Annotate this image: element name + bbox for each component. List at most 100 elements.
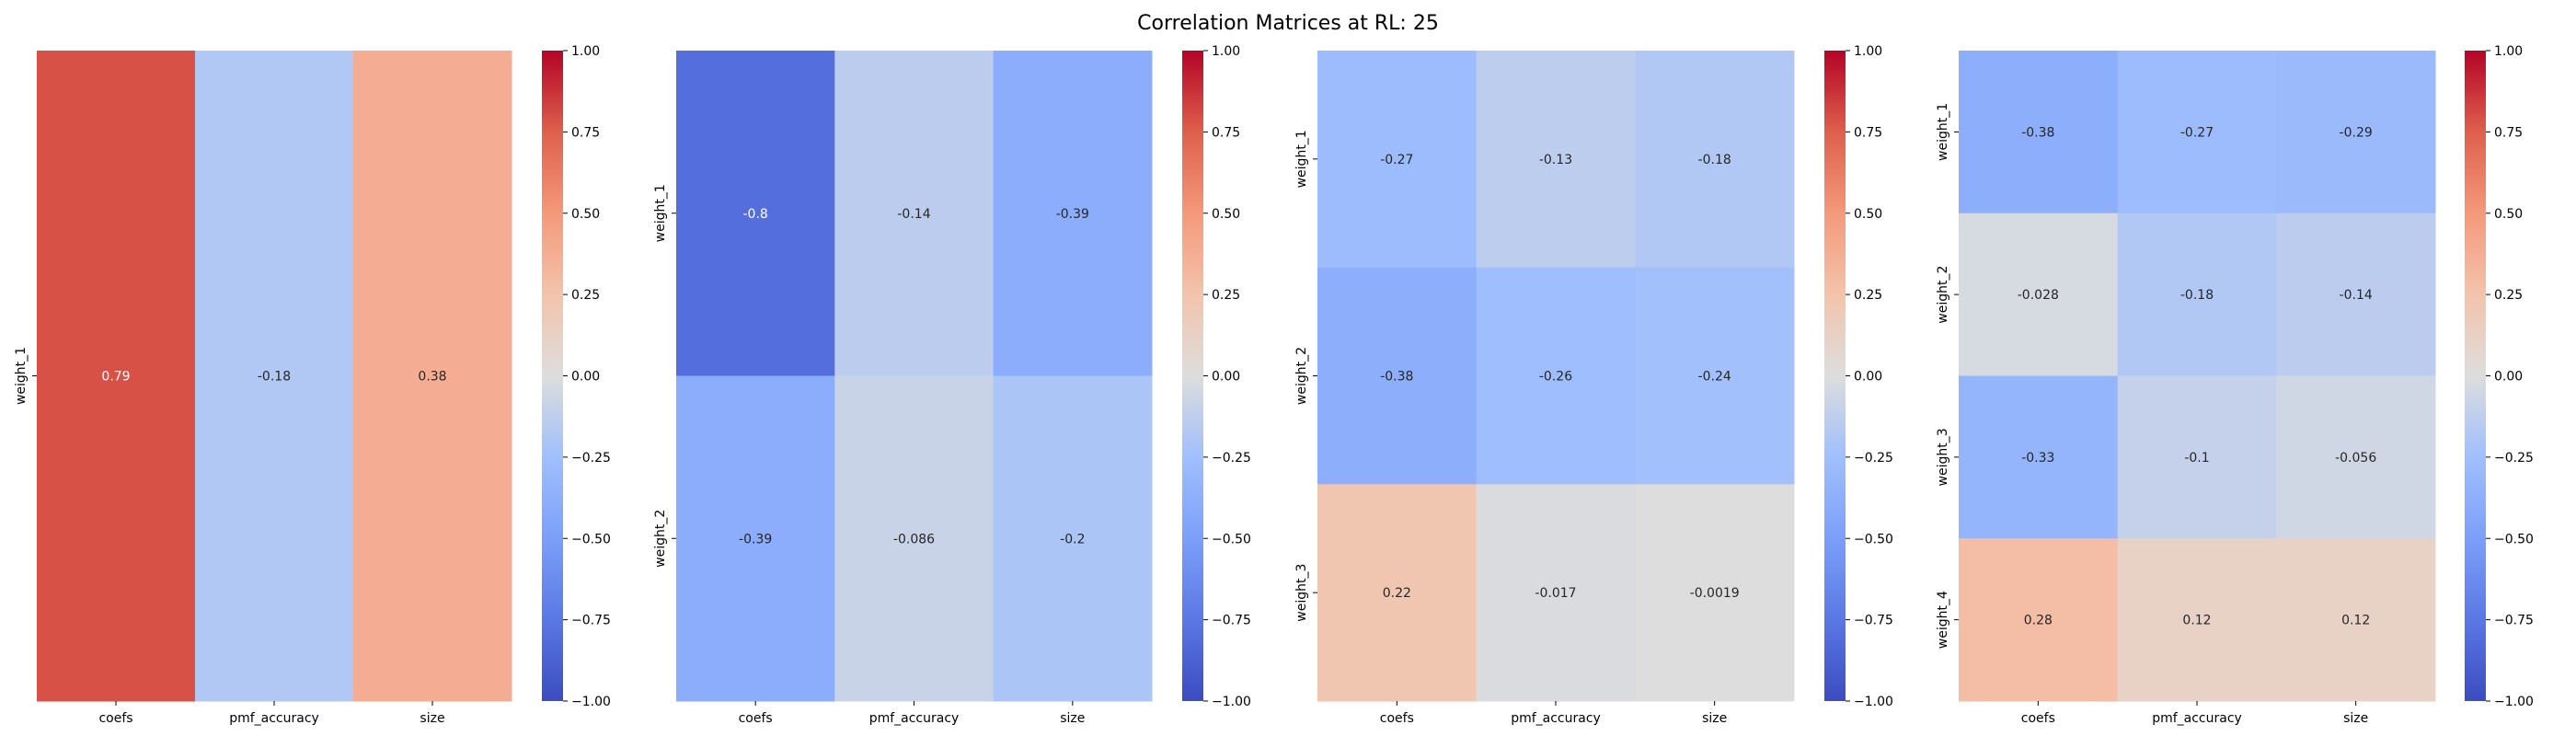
colorbar-tick-label: 0.75 (2494, 125, 2523, 140)
colorbar-tick-label: 0.25 (571, 288, 600, 303)
heatmap-panels: 0.79 -0.18 0.38 coefs pmf_accuracy size weight… (14, 44, 2534, 726)
x-tick-label: coefs (2021, 711, 2055, 726)
heatmap-cell (993, 51, 1153, 376)
colorbar-tick-label: 1.00 (1212, 44, 1240, 59)
colorbar-tick-label: −1.00 (2494, 695, 2534, 709)
heatmap-cell (2276, 538, 2436, 702)
cell-value-label: -0.18 (1698, 153, 1731, 167)
colorbar-tick-label: −0.50 (571, 532, 611, 546)
heatmap-cell (353, 51, 512, 702)
heatmap-cell (2276, 375, 2436, 539)
colorbar-tick-label: −1.00 (1212, 695, 1251, 709)
colorbar-tick-label: 0.75 (571, 125, 600, 140)
heatmap-cell (2117, 51, 2277, 214)
heatmap-cell (834, 375, 995, 702)
x-tick-label: pmf_accuracy (1511, 711, 1601, 726)
y-tick-label: weight_3 (1936, 428, 1950, 486)
colorbar-tick-label: −0.25 (1212, 451, 1251, 466)
cell-value-label: -0.39 (1056, 207, 1089, 222)
heatmap-cell (1959, 213, 2119, 376)
y-tick-label: weight_1 (14, 347, 29, 405)
heatmap-cell (1959, 375, 2119, 539)
cell-value-label: 0.28 (2024, 614, 2053, 628)
cell-value-label: -0.33 (2021, 451, 2054, 466)
heatmap-cell (1476, 484, 1636, 702)
colorbar-tick-label: 1.00 (1854, 44, 1882, 59)
heatmap-cell (1959, 51, 2119, 214)
y-tick-label: weight_1 (1936, 103, 1950, 161)
heatmap-cell (2117, 375, 2277, 539)
x-tick-label: pmf_accuracy (2152, 711, 2242, 726)
cell-value-label: -0.18 (258, 370, 291, 385)
heatmap-cell (993, 375, 1153, 702)
x-tick-label: coefs (739, 711, 773, 726)
cell-value-label: 0.12 (2182, 614, 2211, 628)
cell-value-label: 0.38 (418, 370, 446, 385)
colorbar-tick-label: 0.75 (1854, 125, 1882, 140)
colorbar (2465, 51, 2486, 701)
colorbar-tick-label: 0.75 (1212, 125, 1240, 140)
colorbar-tick-label: −0.75 (2494, 614, 2534, 628)
heatmap-cell (195, 51, 354, 702)
colorbar-tick-label: −1.00 (571, 695, 611, 709)
x-tick-label: coefs (98, 711, 132, 726)
colorbar-tick-label: −0.25 (1854, 451, 1893, 466)
colorbar-tick-label: −0.25 (571, 451, 611, 466)
cell-value-label: -0.27 (1380, 153, 1413, 167)
colorbar-tick-label: −0.75 (1854, 614, 1893, 628)
heatmap-panel-4: -0.38 -0.27 -0.29 -0.028 -0.18 -0.14 -0.33 -0.1… (1936, 44, 2534, 726)
x-tick-label: pmf_accuracy (229, 711, 319, 726)
colorbar-tick-label: −0.50 (2494, 532, 2534, 546)
figure-title: Correlation Matrices at RL: 25 (1137, 12, 1439, 35)
cell-value-label: -0.2 (1060, 532, 1085, 546)
heatmap-panel-3: -0.27 -0.13 -0.18 -0.38 -0.26 -0.24 0.22 -0.017… (1294, 44, 1893, 726)
heatmap-cell (2276, 213, 2436, 376)
heatmap-cell (2117, 213, 2277, 376)
heatmap-panel-2: -0.8 -0.14 -0.39 -0.39 -0.086 -0.2 coefs pmf_ac… (653, 44, 1251, 726)
heatmap-cell (1317, 51, 1478, 269)
colorbar-tick-label: 0.50 (1854, 207, 1882, 222)
y-tick-label: weight_2 (1294, 347, 1309, 405)
heatmap-cell (1635, 484, 1795, 702)
cell-value-label: -0.38 (2021, 125, 2054, 140)
cell-value-label: -0.29 (2340, 125, 2373, 140)
colorbar-tick-label: 0.00 (1854, 370, 1882, 385)
x-tick-label: size (2343, 711, 2368, 726)
colorbar-tick-label: −0.50 (1854, 532, 1893, 546)
heatmap-cell (1959, 538, 2119, 702)
colorbar-tick-label: −0.25 (2494, 451, 2534, 466)
cell-value-label: -0.39 (739, 532, 772, 546)
colorbar-tick-label: 0.50 (571, 207, 600, 222)
cell-value-label: -0.13 (1539, 153, 1572, 167)
y-tick-label: weight_2 (653, 510, 668, 568)
heatmap-cell (1476, 51, 1636, 269)
heatmap-cell (676, 375, 835, 702)
colorbar-tick-label: 0.25 (2494, 288, 2523, 303)
heatmap-cell (1635, 51, 1795, 269)
colorbar-tick-label: −0.75 (571, 614, 611, 628)
cell-value-label: -0.38 (1380, 370, 1413, 385)
cell-value-label: -0.27 (2180, 125, 2214, 140)
cell-value-label: -0.028 (2018, 288, 2059, 303)
colorbar (1182, 51, 1203, 701)
y-tick-label: weight_1 (1294, 130, 1309, 188)
x-tick-label: size (1060, 711, 1085, 726)
cell-value-label: 0.22 (1383, 586, 1411, 601)
cell-value-label: -0.18 (2180, 288, 2214, 303)
cell-value-label: -0.1 (2184, 451, 2209, 466)
y-tick-label: weight_1 (653, 184, 668, 242)
heatmap-cell (1635, 267, 1795, 485)
heatmap-cell (1317, 484, 1478, 702)
colorbar-tick-label: −0.75 (1212, 614, 1251, 628)
cell-value-label: -0.086 (893, 532, 935, 546)
colorbar-tick-label: −0.50 (1212, 532, 1251, 546)
cell-value-label: -0.017 (1535, 586, 1576, 601)
colorbar (542, 51, 563, 701)
cell-value-label: -0.8 (743, 207, 768, 222)
colorbar-tick-label: 1.00 (2494, 44, 2523, 59)
colorbar-tick-label: 0.00 (571, 370, 600, 385)
cell-value-label: -0.26 (1539, 370, 1572, 385)
cell-value-label: -0.056 (2335, 451, 2376, 466)
cell-value-label: 0.79 (101, 370, 130, 385)
colorbar-tick-label: 0.50 (2494, 207, 2523, 222)
